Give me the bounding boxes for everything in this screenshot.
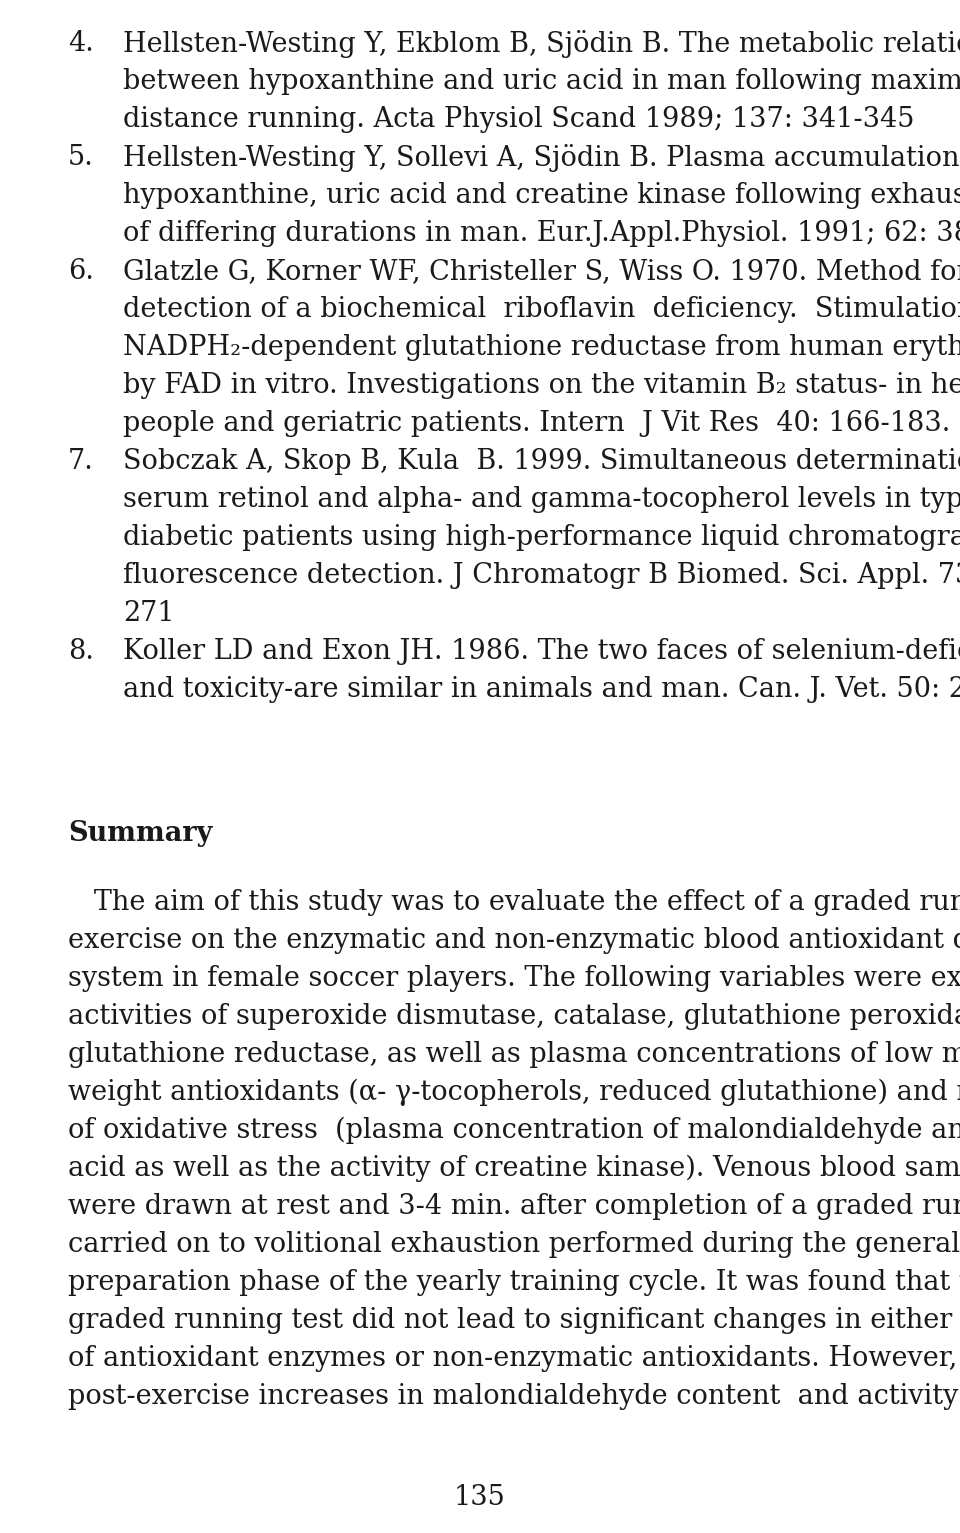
Text: were drawn at rest and 3-4 min. after completion of a graded running test: were drawn at rest and 3-4 min. after co…	[68, 1193, 960, 1220]
Text: 6.: 6.	[68, 258, 94, 285]
Text: system in female soccer players. The following variables were examined:: system in female soccer players. The fol…	[68, 964, 960, 992]
Text: 8.: 8.	[68, 638, 94, 665]
Text: acid as well as the activity of creatine kinase). Venous blood samples: acid as well as the activity of creatine…	[68, 1154, 960, 1182]
Text: and toxicity-are similar in animals and man. Can. J. Vet. 50: 297-306: and toxicity-are similar in animals and …	[123, 676, 960, 704]
Text: preparation phase of the yearly training cycle. It was found that the: preparation phase of the yearly training…	[68, 1269, 960, 1295]
Text: Hellsten-Westing Y, Sollevi A, Sjödin B. Plasma accumulation of: Hellsten-Westing Y, Sollevi A, Sjödin B.…	[123, 144, 960, 172]
Text: 7.: 7.	[68, 448, 94, 475]
Text: Summary: Summary	[68, 820, 212, 848]
Text: NADPH₂-dependent glutathione reductase from human erythrocytes: NADPH₂-dependent glutathione reductase f…	[123, 334, 960, 360]
Text: detection of a biochemical  riboflavin  deficiency.  Stimulation of: detection of a biochemical riboflavin de…	[123, 296, 960, 323]
Text: of differing durations in man. Eur.J.Appl.Physiol. 1991; 62: 380-384: of differing durations in man. Eur.J.App…	[123, 221, 960, 247]
Text: distance running. Acta Physiol Scand 1989; 137: 341-345: distance running. Acta Physiol Scand 198…	[123, 106, 915, 133]
Text: diabetic patients using high-performance liquid chromatography with: diabetic patients using high-performance…	[123, 524, 960, 550]
Text: activities of superoxide dismutase, catalase, glutathione peroxidase  and: activities of superoxide dismutase, cata…	[68, 1003, 960, 1030]
Text: The aim of this study was to evaluate the effect of a graded running: The aim of this study was to evaluate th…	[68, 889, 960, 915]
Text: 135: 135	[454, 1484, 506, 1512]
Text: weight antioxidants (α- γ-tocopherols, reduced glutathione) and markers: weight antioxidants (α- γ-tocopherols, r…	[68, 1079, 960, 1107]
Text: of antioxidant enzymes or non-enzymatic antioxidants. However, the: of antioxidant enzymes or non-enzymatic …	[68, 1344, 960, 1372]
Text: 4.: 4.	[68, 31, 94, 57]
Text: Hellsten-Westing Y, Ekblom B, Sjödin B. The metabolic relation: Hellsten-Westing Y, Ekblom B, Sjödin B. …	[123, 31, 960, 58]
Text: exercise on the enzymatic and non-enzymatic blood antioxidant defence: exercise on the enzymatic and non-enzyma…	[68, 927, 960, 954]
Text: between hypoxanthine and uric acid in man following maximal short-: between hypoxanthine and uric acid in ma…	[123, 67, 960, 95]
Text: hypoxanthine, uric acid and creatine kinase following exhausting runs: hypoxanthine, uric acid and creatine kin…	[123, 182, 960, 208]
Text: glutathione reductase, as well as plasma concentrations of low molecular: glutathione reductase, as well as plasma…	[68, 1041, 960, 1069]
Text: 271: 271	[123, 599, 175, 627]
Text: 5.: 5.	[68, 144, 94, 172]
Text: by FAD in vitro. Investigations on the vitamin B₂ status- in healthy: by FAD in vitro. Investigations on the v…	[123, 373, 960, 399]
Text: serum retinol and alpha- and gamma-tocopherol levels in type II: serum retinol and alpha- and gamma-tocop…	[123, 486, 960, 514]
Text: fluorescence detection. J Chromatogr B Biomed. Sci. Appl. 730: 265-: fluorescence detection. J Chromatogr B B…	[123, 563, 960, 589]
Text: Sobczak A, Skop B, Kula  B. 1999. Simultaneous determination of: Sobczak A, Skop B, Kula B. 1999. Simulta…	[123, 448, 960, 475]
Text: post-exercise increases in malondialdehyde content  and activity of: post-exercise increases in malondialdehy…	[68, 1383, 960, 1410]
Text: people and geriatric patients. Intern  J Vit Res  40: 166-183.: people and geriatric patients. Intern J …	[123, 409, 950, 437]
Text: of oxidative stress  (plasma concentration of malondialdehyde and uric: of oxidative stress (plasma concentratio…	[68, 1118, 960, 1144]
Text: graded running test did not lead to significant changes in either activities: graded running test did not lead to sign…	[68, 1306, 960, 1334]
Text: carried on to volitional exhaustion performed during the general: carried on to volitional exhaustion perf…	[68, 1231, 960, 1257]
Text: Glatzle G, Korner WF, Christeller S, Wiss O. 1970. Method for the: Glatzle G, Korner WF, Christeller S, Wis…	[123, 258, 960, 285]
Text: Koller LD and Exon JH. 1986. The two faces of selenium-deficiency: Koller LD and Exon JH. 1986. The two fac…	[123, 638, 960, 665]
